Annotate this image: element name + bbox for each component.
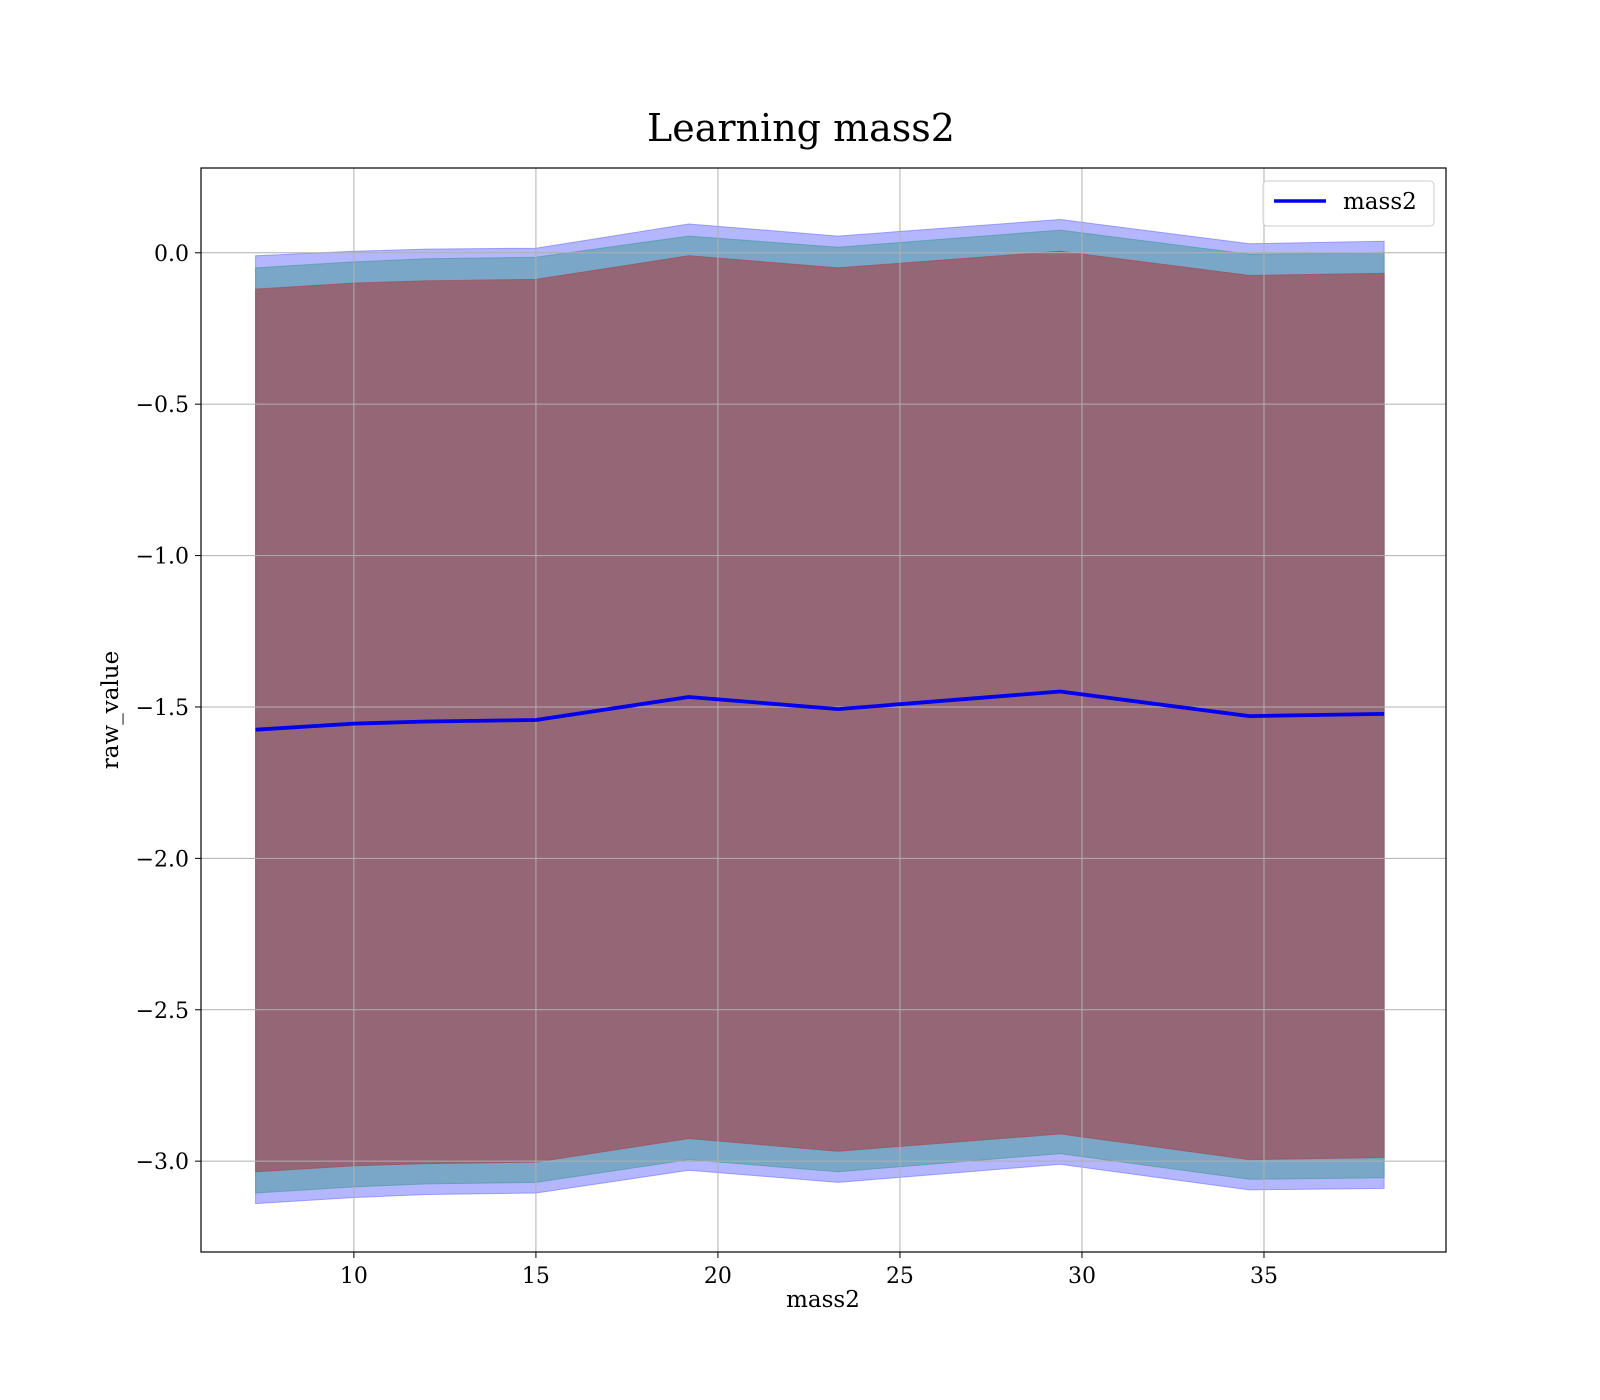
y-axis-label: raw_value [98,651,124,769]
legend: mass2 [1262,180,1435,227]
y-tick-label-2: −1.0 [136,545,189,570]
x-axis-label: mass2 [786,1287,860,1313]
y-tick-label-4: −2.0 [136,847,189,872]
y-tick-label-0: 0.0 [154,242,189,267]
x-tick-label-3: 25 [886,1264,914,1289]
x-tick-label-2: 20 [704,1264,732,1289]
grid-lines [201,168,1446,1252]
y-tick-label-6: −3.0 [136,1150,189,1175]
plot-frame [200,167,1447,1253]
x-axis-ticks: 10 15 20 25 30 35 [340,1252,1278,1289]
series-line-mass2 [255,689,1385,732]
legend-label-mass2: mass2 [1343,189,1417,215]
y-tick-label-3: −1.5 [136,696,189,721]
chart-title: Learning mass2 [647,106,955,150]
y-tick-label-5: −2.5 [136,999,189,1024]
y-axis-ticks: 0.0 −0.5 −1.0 −1.5 −2.0 −2.5 −3.0 [136,242,201,1175]
confidence-bands [255,218,1385,1205]
x-tick-label-0: 10 [340,1264,368,1289]
x-tick-label-4: 30 [1068,1264,1096,1289]
legend-box [1262,180,1435,227]
x-tick-label-5: 35 [1250,1264,1278,1289]
x-tick-label-1: 15 [522,1264,550,1289]
y-tick-label-1: −0.5 [136,393,189,418]
series-lines [255,689,1385,732]
